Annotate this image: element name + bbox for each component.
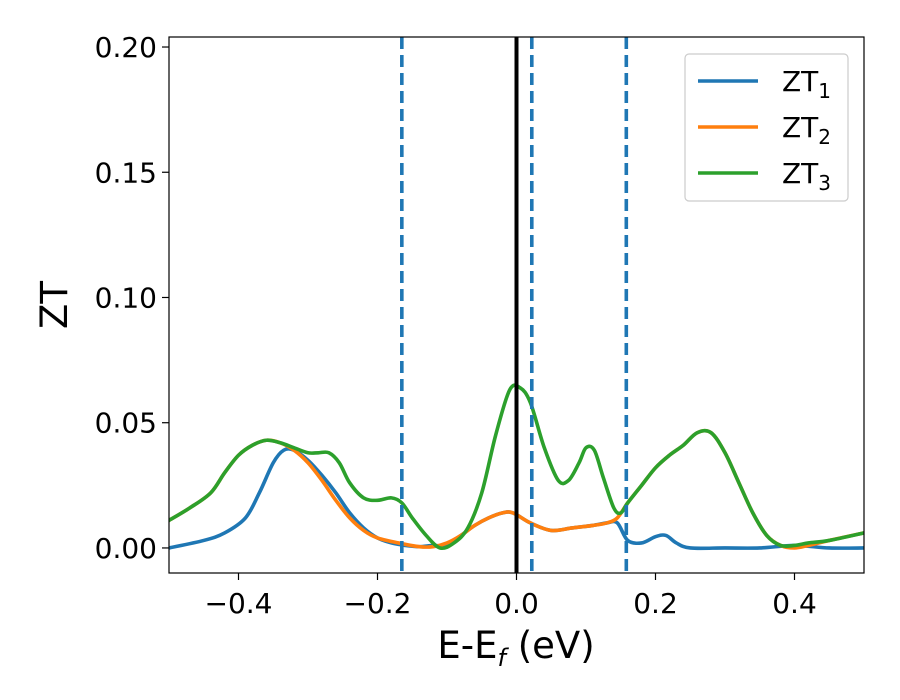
legend-label-1: ZT1 [782, 65, 831, 103]
y-axis: 0.00 0.05 0.10 0.15 0.20 [95, 31, 169, 565]
x-tick-label: −0.2 [344, 587, 412, 620]
plot-area [169, 37, 864, 573]
y-tick-label: 0.10 [95, 281, 157, 314]
series-line-zt3 [169, 383, 864, 551]
y-tick-label: 0.20 [95, 31, 157, 64]
y-tick-label: 0.15 [95, 156, 157, 189]
y-axis-title: ZT [33, 281, 76, 329]
x-tick-label: 0.0 [494, 587, 539, 620]
legend-box [684, 53, 849, 202]
y-tick-label: 0.05 [95, 407, 157, 440]
y-tick-label: 0.00 [95, 532, 157, 565]
x-axis-title: E-Ef (eV) [437, 624, 594, 672]
x-axis-title-unit-gap [506, 624, 518, 667]
legend-label-3: ZT3 [782, 157, 831, 195]
x-axis: −0.4 −0.2 0.0 0.2 0.4 [205, 573, 817, 620]
x-tick-label: 0.4 [772, 587, 817, 620]
x-axis-title-unit: (eV) [518, 624, 595, 667]
legend-label-2: ZT2 [782, 111, 831, 149]
x-axis-title-main: E-E [437, 624, 497, 667]
x-tick-label: 0.2 [633, 587, 678, 620]
x-tick-label: −0.4 [205, 587, 273, 620]
legend: ZT1 ZT2 ZT3 [684, 53, 849, 202]
